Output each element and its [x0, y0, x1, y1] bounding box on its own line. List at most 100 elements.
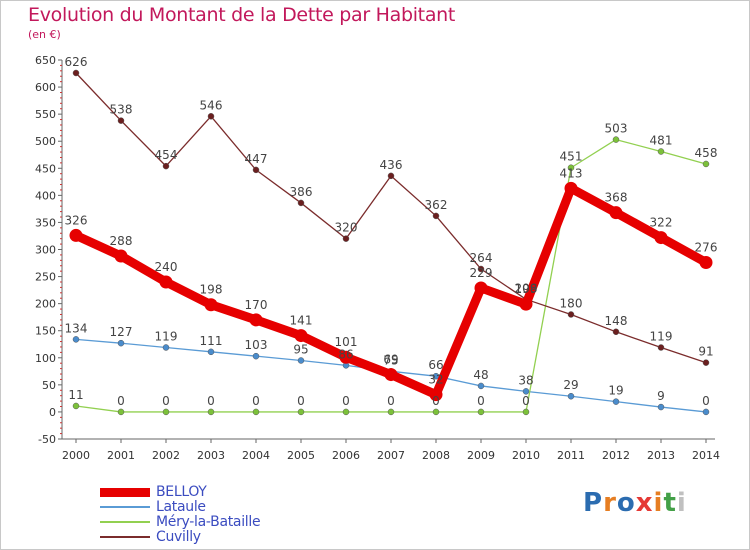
legend-label: Cuvilly: [156, 529, 201, 545]
data-label: 141: [290, 314, 313, 328]
logo-letter: t: [663, 488, 677, 518]
legend-swatch: [100, 521, 150, 523]
data-point: [339, 350, 353, 364]
data-point: [249, 313, 263, 327]
x-tick-label: 2014: [692, 449, 720, 462]
data-label: 240: [155, 260, 178, 274]
data-label: 626: [65, 55, 88, 69]
data-label: 413: [560, 166, 583, 180]
y-tick-label: 400: [35, 189, 56, 202]
data-label: 134: [65, 321, 88, 335]
x-tick-label: 2009: [467, 449, 495, 462]
legend-item-mery-la-bataille[interactable]: Méry-la-Bataille: [100, 514, 320, 530]
x-tick-label: 2012: [602, 449, 630, 462]
data-point: [612, 398, 620, 405]
data-point: [387, 172, 395, 180]
data-point: [702, 160, 710, 168]
data-label: 326: [65, 213, 88, 227]
data-label: 9: [657, 389, 665, 403]
data-label: 119: [650, 329, 673, 343]
data-point: [522, 408, 530, 416]
x-tick-label: 2000: [62, 449, 90, 462]
x-tick-label: 2010: [512, 449, 540, 462]
logo-letter: o: [616, 488, 636, 518]
data-point: [207, 113, 215, 120]
data-point: [699, 255, 713, 269]
data-point: [297, 408, 305, 416]
data-point: [69, 228, 83, 242]
data-point: [204, 298, 218, 312]
data-label: 362: [425, 198, 448, 212]
data-point: [477, 265, 485, 273]
logo-letter: x: [635, 488, 654, 518]
data-label: 111: [200, 334, 223, 348]
x-tick-label: 2008: [422, 449, 450, 462]
data-label: 103: [245, 338, 268, 352]
data-label: 458: [695, 146, 718, 160]
data-point: [252, 352, 260, 360]
data-label: 91: [698, 345, 713, 359]
legend-item-cuvilly[interactable]: Cuvilly: [100, 529, 320, 545]
data-label: 75: [383, 353, 398, 367]
data-label: 0: [477, 394, 485, 408]
data-label: 119: [155, 329, 178, 343]
data-label: 19: [608, 384, 623, 398]
data-label: 0: [432, 394, 440, 408]
data-point: [564, 181, 578, 195]
x-tick-label: 2003: [197, 449, 225, 462]
y-tick-label: 500: [35, 135, 56, 148]
y-tick-label: 0: [49, 406, 56, 419]
legend-item-belloy[interactable]: BELLOY: [100, 484, 320, 500]
data-point: [384, 368, 398, 382]
data-point: [519, 297, 533, 311]
y-tick-label: 250: [35, 271, 56, 284]
data-point: [117, 408, 125, 416]
data-point: [702, 359, 710, 366]
data-label: 29: [563, 378, 578, 392]
data-point: [162, 408, 170, 416]
legend-item-lataule[interactable]: Lataule: [100, 499, 320, 515]
data-point: [72, 336, 80, 343]
data-label: 229: [470, 266, 493, 280]
x-tick-label: 2006: [332, 449, 360, 462]
data-point: [477, 382, 485, 390]
data-label: 320: [335, 221, 358, 235]
x-tick-label: 2005: [287, 449, 315, 462]
x-tick-label: 2001: [107, 449, 135, 462]
y-tick-label: 650: [35, 54, 56, 67]
y-tick-label: 600: [35, 81, 56, 94]
legend-swatch: [100, 488, 150, 497]
y-tick-label: 450: [35, 162, 56, 175]
data-label: 0: [387, 394, 395, 408]
legend-swatch: [100, 536, 150, 538]
data-point: [342, 235, 350, 242]
data-label: 0: [522, 394, 530, 408]
data-point: [429, 388, 443, 402]
data-label: 101: [335, 335, 358, 349]
data-point: [72, 69, 80, 77]
data-point: [117, 339, 125, 347]
data-point: [162, 344, 170, 351]
data-label: 451: [560, 150, 583, 164]
data-point: [432, 212, 440, 220]
x-tick-label: 2013: [647, 449, 675, 462]
data-point: [117, 117, 125, 124]
logo-letter: i: [676, 488, 687, 518]
data-point: [297, 199, 305, 207]
data-point: [207, 408, 215, 416]
data-label: 32: [428, 373, 443, 387]
data-label: 0: [162, 394, 170, 408]
logo-letter: r: [603, 488, 617, 518]
proxiti-logo: Proxiti: [583, 488, 687, 518]
data-point: [294, 329, 308, 343]
data-point: [702, 408, 710, 416]
data-point: [567, 311, 575, 318]
data-label: 0: [117, 394, 125, 408]
data-point: [609, 206, 623, 220]
data-label: 66: [428, 358, 443, 372]
data-label: 0: [702, 394, 710, 408]
legend: BELLOY Lataule Méry-la-Bataille Cuvilly: [100, 484, 320, 545]
series-m-ry-la-bataille: [72, 136, 710, 416]
data-point: [432, 408, 440, 416]
data-point: [252, 166, 260, 174]
